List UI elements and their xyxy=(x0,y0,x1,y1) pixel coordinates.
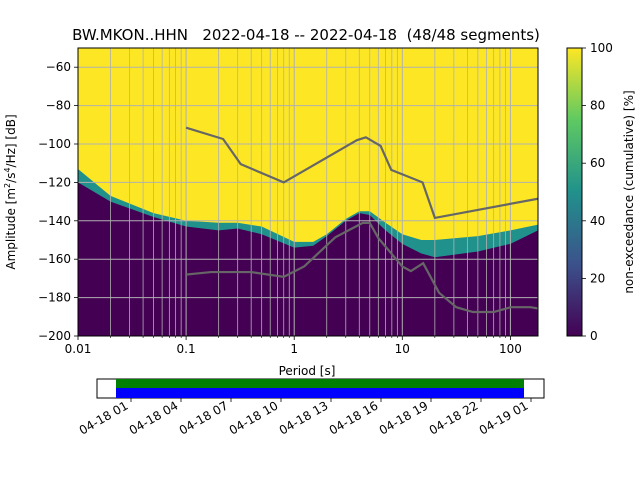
colorbar: 0 20 40 60 80 100 non-exceedance (cumulative)… xyxy=(566,41,636,343)
y-label-superscript: 2 xyxy=(3,183,12,188)
y-tick-label: −60 xyxy=(46,60,71,74)
timeline-tick-label: 04-18 01 xyxy=(77,398,131,437)
noise-model-nhnm xyxy=(185,126,538,220)
colorbar-tick-label: 0 xyxy=(590,329,598,343)
coverage-bar-bottom xyxy=(116,388,524,398)
colorbar-tick-label: 20 xyxy=(590,271,605,285)
x-axis-ticks: 0.01 0.1 1 10 100 xyxy=(65,336,522,356)
y-label-part: /s xyxy=(4,173,18,183)
timeline-tick-label: 04-18 19 xyxy=(377,398,431,437)
period-gridlines xyxy=(78,48,511,336)
x-tick-label: 1 xyxy=(290,342,298,356)
timeline-tick-label: 04-19 01 xyxy=(477,398,531,437)
y-tick-label: −160 xyxy=(38,252,71,266)
x-tick-label: 100 xyxy=(499,342,522,356)
y-tick-label: −200 xyxy=(38,329,71,343)
x-tick-label: 10 xyxy=(395,342,410,356)
colorbar-tick-label: 60 xyxy=(590,156,605,170)
y-label-part: Amplitude [m xyxy=(4,188,18,270)
y-tick-label: −120 xyxy=(38,175,71,189)
y-label-superscript: 4 xyxy=(3,167,12,172)
y-tick-label: −180 xyxy=(38,291,71,305)
timeline-tick-label: 04-18 22 xyxy=(427,398,481,437)
y-axis-ticks: −60 −80 −100 −120 −140 −160 −180 −200 xyxy=(38,60,78,343)
timeline-tick-label: 04-18 04 xyxy=(127,398,181,437)
y-axis-label: Amplitude [m2/s4/Hz] [dB] xyxy=(3,114,18,269)
colorbar-tick-label: 100 xyxy=(590,41,613,55)
colorbar-tick-label: 40 xyxy=(590,214,605,228)
colorbar-gradient xyxy=(566,47,583,337)
x-tick-label: 0.01 xyxy=(65,342,92,356)
y-tick-label: −140 xyxy=(38,214,71,228)
colorbar-tick-label: 80 xyxy=(590,99,605,113)
timeline-tick-label: 04-18 07 xyxy=(177,398,231,437)
timeline-tick-label: 04-18 13 xyxy=(277,398,331,437)
timeline-tick-label: 04-18 10 xyxy=(227,398,281,437)
noise-model-curves xyxy=(185,126,538,314)
x-tick-label: 0.1 xyxy=(177,342,196,356)
colorbar-label: non-exceedance (cumulative) [%] xyxy=(622,90,636,293)
chart-title: BW.MKON..HHN 2022-04-18 -- 2022-04-18 (4… xyxy=(72,26,540,44)
noise-model-nlnm xyxy=(185,221,538,314)
plot-area xyxy=(77,47,539,337)
timeline-tick-label: 04-18 16 xyxy=(327,398,381,437)
x-axis-label: Period [s] xyxy=(279,364,336,378)
y-tick-label: −100 xyxy=(38,137,71,151)
y-label-part: /Hz] [dB] xyxy=(4,114,18,167)
y-tick-label: −80 xyxy=(46,99,71,113)
amplitude-gridlines xyxy=(78,66,538,336)
plot-frame xyxy=(77,47,539,337)
colorbar-ticks: 0 20 40 60 80 100 xyxy=(582,41,613,343)
coverage-bar-top xyxy=(116,379,524,388)
